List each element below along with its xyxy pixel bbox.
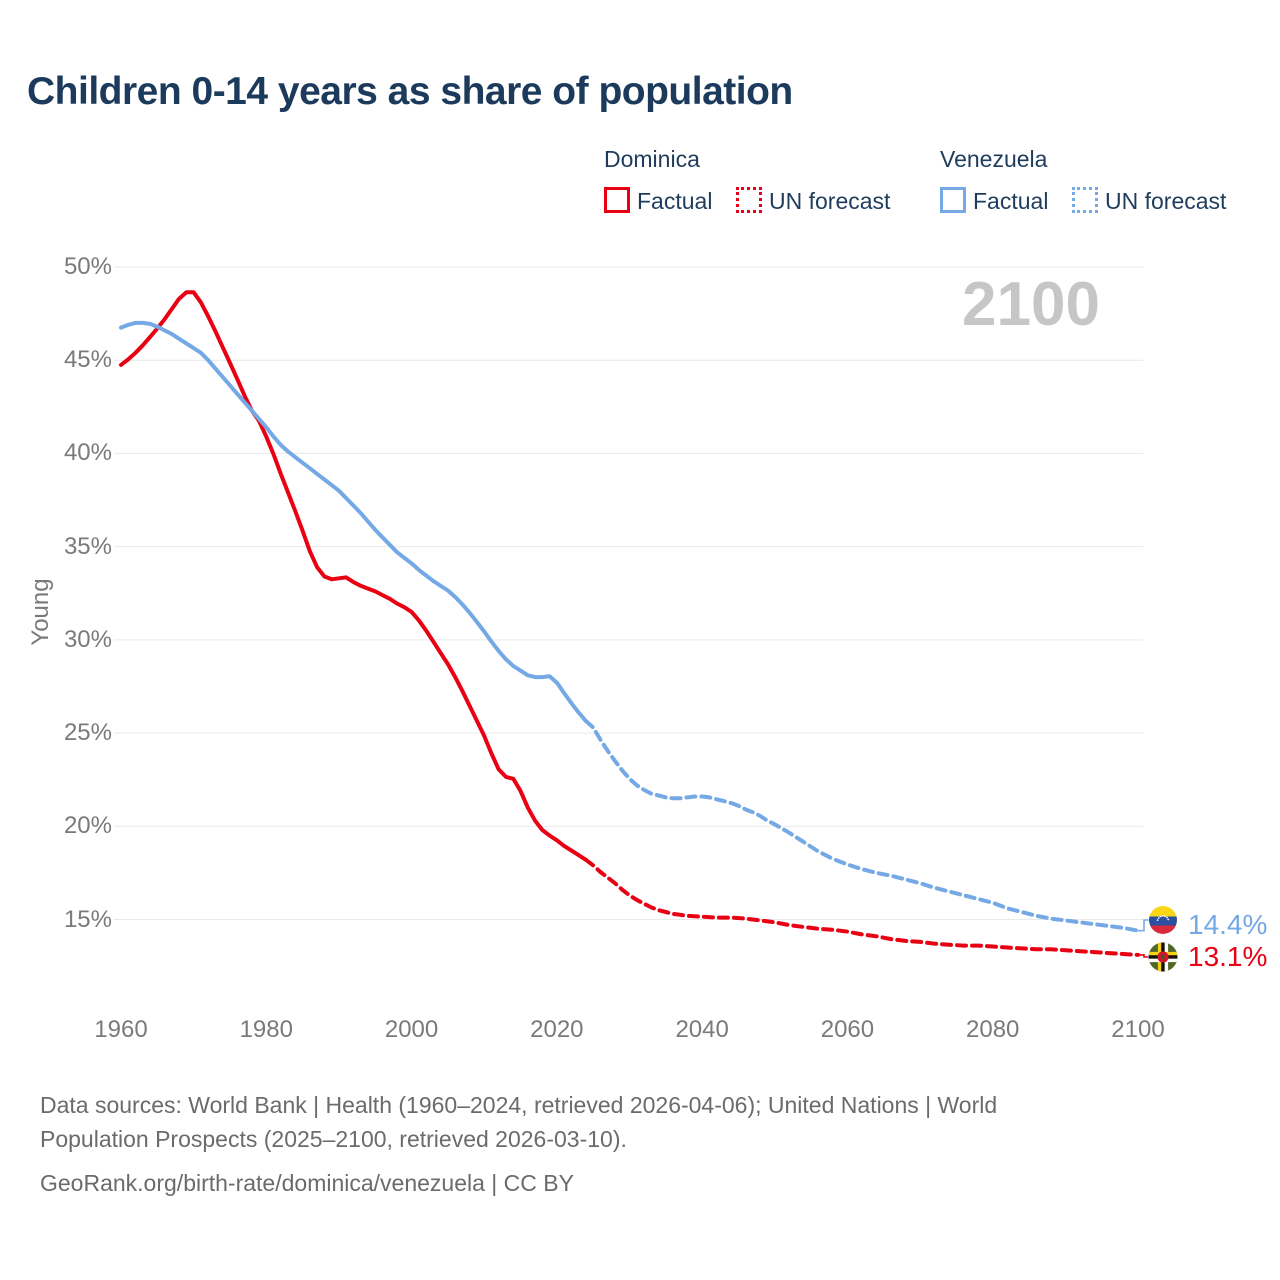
y-tick-label: 35% <box>63 532 112 560</box>
dominica-factual-line <box>119 290 588 862</box>
dominica-forecast-swatch-icon <box>736 187 762 213</box>
dominica-flag-icon <box>1148 942 1178 972</box>
x-tick-label: 2000 <box>384 1016 439 1043</box>
plot-layer <box>114 266 1149 958</box>
venezuela-factual-swatch-icon <box>940 187 966 213</box>
x-tick-label: 2080 <box>966 1016 1020 1043</box>
x-tick-label: 1960 <box>94 1016 148 1043</box>
x-tick-label: 1980 <box>239 1016 293 1043</box>
legend-group-dominica-title: Dominica <box>604 146 700 172</box>
venezuela-label-connector <box>1138 919 1149 932</box>
x-tick-label: 2060 <box>820 1016 875 1043</box>
page-title: Children 0-14 years as share of populati… <box>27 70 793 113</box>
venezuela-flag-icon <box>1149 906 1177 934</box>
y-tick-label: 50% <box>63 253 112 280</box>
venezuela-forecast-swatch-icon <box>1072 187 1098 213</box>
dominica-label-connector <box>1138 954 1148 958</box>
x-tick-label: 2040 <box>675 1016 729 1043</box>
x-tick-label: 2020 <box>530 1016 584 1043</box>
legend-item-venezuela-factual: Factual <box>973 188 1049 214</box>
y-tick-label: 45% <box>63 346 112 374</box>
y-tick-label: 20% <box>63 812 112 840</box>
flag-layer <box>1148 906 1178 972</box>
data-sources-line-1: Data sources: World Bank | Health (1960–… <box>40 1092 998 1118</box>
legend-group-venezuela-title: Venezuela <box>940 146 1048 172</box>
legend-item-dominica-factual: Factual <box>637 188 713 214</box>
venezuela-factual-line <box>119 320 588 723</box>
dominica-end-value: 13.1% <box>1188 941 1268 972</box>
y-tick-label: 30% <box>63 625 112 653</box>
data-sources-line-2: Population Prospects (2025–2100, retriev… <box>40 1126 627 1152</box>
y-tick-label: 15% <box>63 905 112 933</box>
dominica-forecast-line <box>583 857 1140 957</box>
legend-item-venezuela-forecast: UN forecast <box>1105 188 1227 214</box>
venezuela-forecast-line <box>583 719 1140 933</box>
y-tick-label: 40% <box>63 439 112 467</box>
x-tick-label: 2100 <box>1111 1016 1165 1043</box>
y-axis-title: Young <box>27 578 54 646</box>
dominica-factual-swatch-icon <box>604 187 630 213</box>
watermark-year: 2100 <box>962 270 1100 339</box>
legend-item-dominica-forecast: UN forecast <box>769 188 891 214</box>
georank-url-link[interactable]: GeoRank.org/birth-rate/dominica/venezuel… <box>40 1170 574 1196</box>
venezuela-end-value: 14.4% <box>1188 909 1268 940</box>
y-tick-label: 25% <box>63 719 112 747</box>
